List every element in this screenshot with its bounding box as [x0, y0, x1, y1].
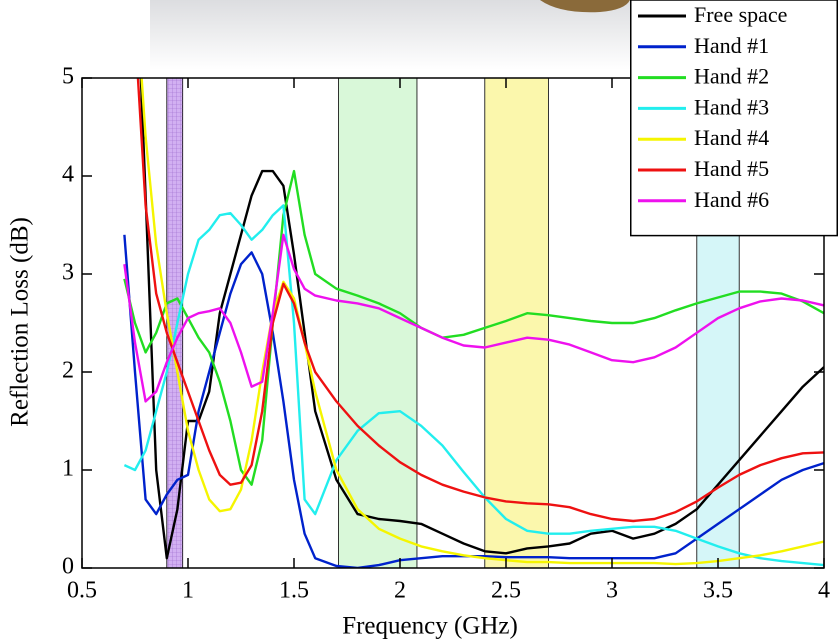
x-tick-label: 1: [182, 578, 194, 604]
y-tick-label: 4: [62, 162, 74, 188]
series-line: [123, 233, 824, 403]
legend-label: Hand #5: [694, 156, 769, 181]
legend-label: Hand #6: [694, 187, 769, 212]
x-tick-label: 0.5: [67, 578, 97, 604]
x-tick-label: 4: [818, 578, 830, 604]
series-line: [123, 234, 824, 568]
series-line: [123, 169, 824, 486]
legend-label: Hand #3: [694, 94, 769, 119]
x-tick-label: 1.5: [279, 578, 309, 604]
legend-label: Hand #2: [694, 64, 769, 89]
plot-frame: [81, 77, 825, 569]
frequency-band: [484, 77, 549, 569]
band-hatch: [166, 78, 183, 568]
x-tick-label: 2: [394, 578, 406, 604]
x-tick-label: 2.5: [491, 578, 521, 604]
y-tick-label: 1: [62, 456, 74, 482]
series-line: [123, 204, 824, 567]
x-tick-label: 3: [606, 578, 618, 604]
photo-hand: [540, 0, 630, 13]
series-line: [140, 78, 824, 566]
x-tick-label: 3.5: [703, 578, 733, 604]
y-axis-title: Reflection Loss (dB): [7, 217, 34, 427]
frequency-band: [338, 77, 418, 569]
y-tick-label: 3: [62, 260, 74, 286]
y-tick-label: 5: [62, 64, 74, 90]
legend-box: [630, 0, 838, 237]
legend-label: Hand #1: [694, 33, 769, 58]
x-axis-title: Frequency (GHz): [342, 613, 518, 640]
legend-label: Free space: [694, 2, 787, 27]
y-tick-label: 2: [62, 358, 74, 384]
series-line: [136, 78, 824, 523]
legend-label: Hand #4: [694, 125, 769, 150]
series-line: [139, 78, 824, 560]
y-tick-label: 0: [62, 554, 74, 580]
